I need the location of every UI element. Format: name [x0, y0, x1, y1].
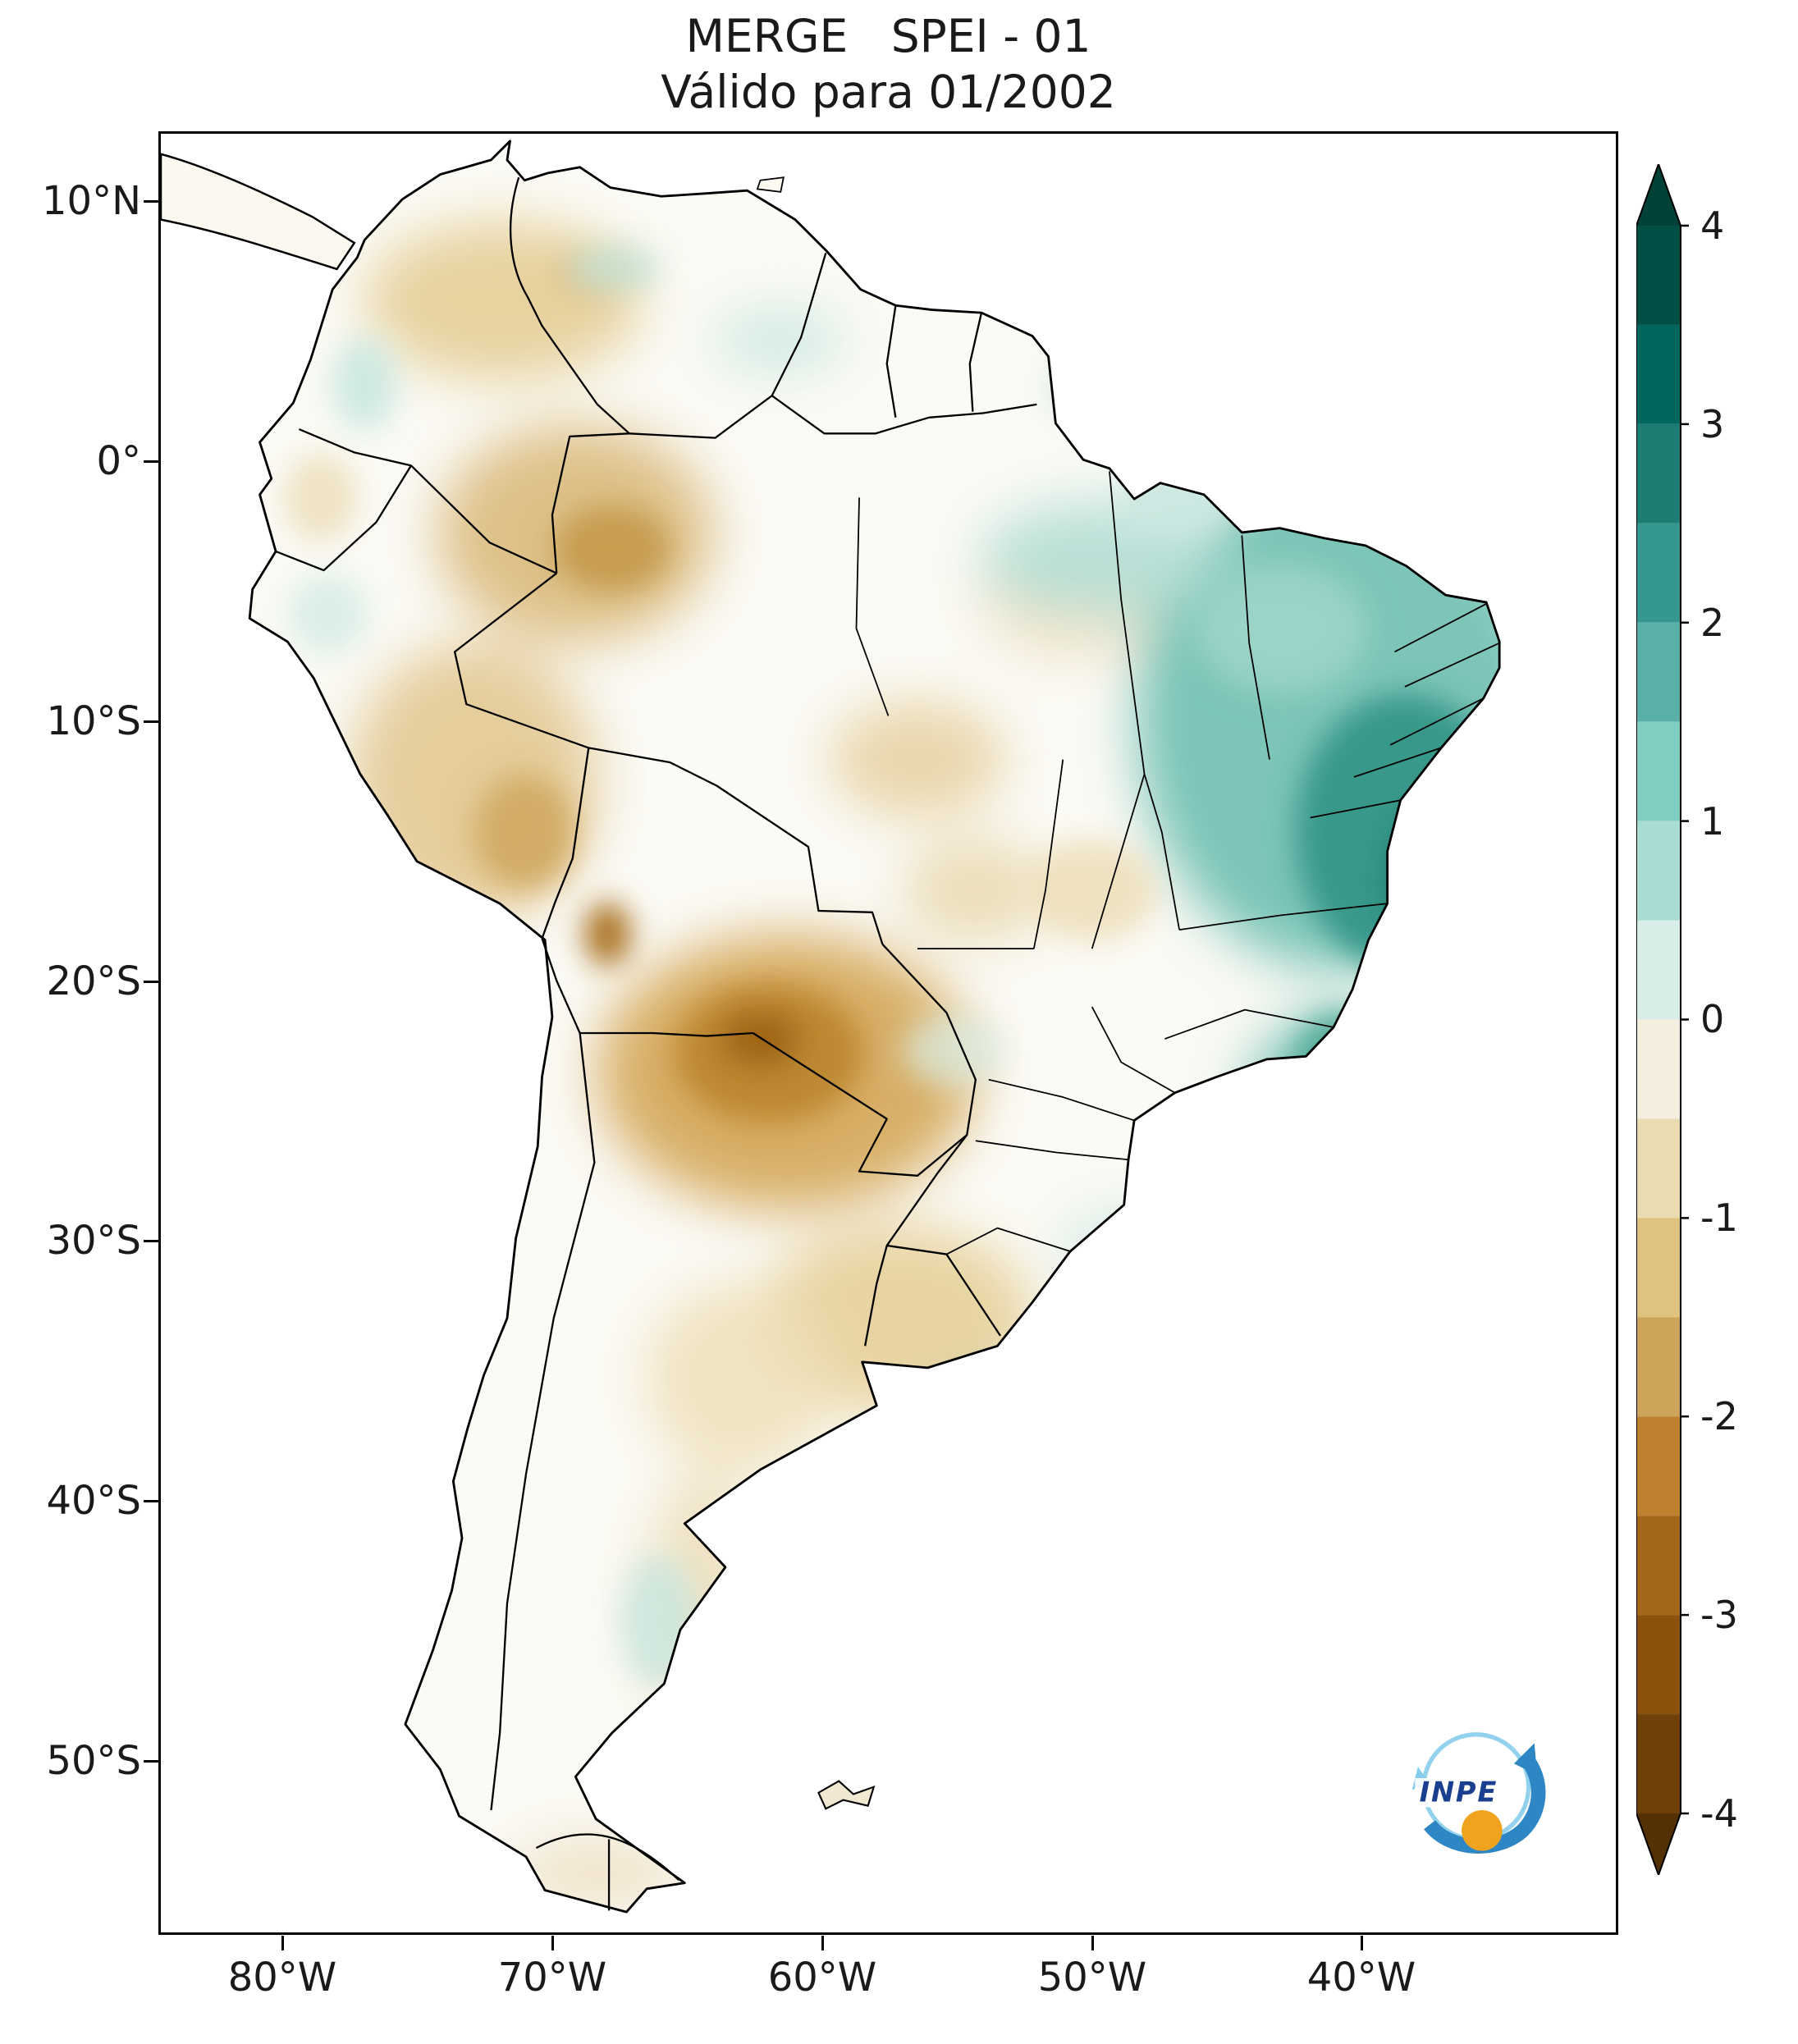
falkland-islands: [817, 1780, 876, 1810]
y-tick-mark: [144, 460, 158, 463]
trinidad-island: [756, 176, 785, 193]
x-axis-tick-label: 40°W: [1306, 1955, 1416, 2001]
x-tick-mark: [551, 1936, 554, 1950]
logo-text: INPE: [1420, 1776, 1498, 1808]
inpe-logo: INPE: [1411, 1732, 1546, 1854]
spei-field: [249, 140, 1500, 1913]
colorbar-tick-label: 1: [1700, 799, 1725, 844]
colorbar-tick-label: 2: [1700, 601, 1725, 645]
logo-text-badge: [1415, 1778, 1485, 1808]
colorbar-tick-label: -1: [1700, 1196, 1738, 1240]
colorbar-tick-label: 0: [1700, 997, 1725, 1041]
coastline: [248, 139, 1501, 1914]
y-tick-mark: [144, 1240, 158, 1242]
colorbar-tick-label: 3: [1700, 402, 1725, 446]
y-axis-tick-label: 40°S: [46, 1478, 141, 1524]
x-axis-tick-label: 70°W: [497, 1955, 607, 2001]
colorbar-tick-label: -3: [1700, 1593, 1738, 1637]
colorbar-segments: [1636, 226, 1681, 1813]
y-axis-tick-label: 30°S: [46, 1218, 141, 1264]
y-axis-tick-label: 10°N: [42, 178, 141, 224]
colorbar: [1636, 164, 1689, 1875]
y-tick-mark: [144, 720, 158, 723]
colorbar-over-arrow: [1636, 164, 1681, 226]
y-axis-tick-label: 0°: [96, 438, 141, 484]
colorbar-tick-label: 4: [1700, 203, 1725, 248]
y-axis-tick-label: 50°S: [46, 1738, 141, 1784]
y-tick-mark: [144, 1760, 158, 1763]
logo-orange-dot-icon: [1462, 1810, 1503, 1851]
map-frame: INPE: [158, 131, 1618, 1935]
y-tick-mark: [144, 981, 158, 983]
y-tick-mark: [144, 200, 158, 203]
logo-arrow-icon: [1424, 1753, 1546, 1854]
x-tick-mark: [281, 1936, 284, 1950]
x-tick-mark: [821, 1936, 824, 1950]
figure-subtitle: Válido para 01/2002: [661, 66, 1116, 118]
x-axis-tick-label: 80°W: [227, 1955, 337, 2001]
y-axis-tick-label: 10°S: [46, 698, 141, 744]
colorbar-tick-marks: [1681, 224, 1689, 1815]
south-america-map: INPE: [161, 139, 1546, 1914]
country-borders: [275, 176, 1037, 1911]
figure-title: MERGE SPEI - 01: [685, 10, 1091, 62]
logo-arrowhead-icon: [1513, 1743, 1538, 1776]
y-axis-tick-label: 20°S: [46, 958, 141, 1004]
central-america: [161, 153, 356, 271]
state-borders: [855, 471, 1500, 1255]
x-tick-mark: [1361, 1936, 1363, 1950]
x-axis-tick-label: 60°W: [767, 1955, 877, 2001]
y-tick-mark: [144, 1500, 158, 1502]
colorbar-under-arrow: [1636, 1813, 1681, 1875]
x-tick-mark: [1091, 1936, 1094, 1950]
colorbar-tick-label: -2: [1700, 1394, 1738, 1438]
colorbar-tick-label: -4: [1700, 1791, 1738, 1836]
x-axis-tick-label: 50°W: [1037, 1955, 1147, 2001]
